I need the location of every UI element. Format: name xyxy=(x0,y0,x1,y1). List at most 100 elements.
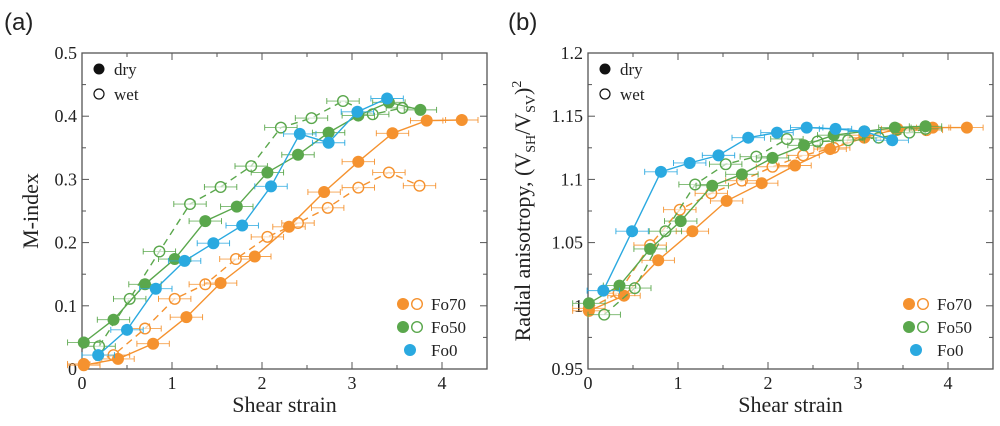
series-line xyxy=(83,101,421,344)
series-fo50-dry xyxy=(572,120,943,310)
data-point xyxy=(318,186,331,199)
data-point xyxy=(706,179,719,192)
data-point xyxy=(720,194,733,207)
data-point xyxy=(797,149,810,162)
data-point xyxy=(780,132,793,145)
data-point xyxy=(858,125,871,138)
data-point xyxy=(842,134,855,147)
legend-marker-filled xyxy=(404,344,416,356)
legend-label: dry xyxy=(114,60,137,79)
data-point xyxy=(597,284,610,297)
series-fo70-dry xyxy=(67,113,479,372)
data-point xyxy=(689,178,702,191)
data-point xyxy=(230,200,243,213)
legend-label: Fo50 xyxy=(937,318,972,337)
legend-label: Fo0 xyxy=(937,341,963,360)
data-point xyxy=(735,168,748,181)
legend-marker-filled xyxy=(397,298,409,310)
legend-label: Fo50 xyxy=(431,318,466,337)
x-tick-label: 3 xyxy=(348,373,357,393)
y-tick-label: 0.3 xyxy=(55,169,78,189)
legend-label: wet xyxy=(620,85,645,104)
data-point xyxy=(886,134,899,147)
y-axis-title: Radial anisotropy, (VSH/VSV)2 xyxy=(510,81,539,342)
data-point xyxy=(352,155,365,168)
series-fo50-wet xyxy=(587,122,943,321)
data-point xyxy=(352,181,365,194)
y-tick-label: 0.5 xyxy=(55,43,78,63)
legend-marker-filled xyxy=(910,344,922,356)
data-point xyxy=(683,156,696,169)
data-point xyxy=(829,122,842,135)
data-point xyxy=(798,139,810,152)
data-point xyxy=(659,225,672,238)
legend-marker-open xyxy=(411,298,424,311)
data-point xyxy=(214,180,227,193)
data-point xyxy=(261,166,274,179)
data-point xyxy=(386,127,399,140)
data-point xyxy=(77,336,90,349)
data-point xyxy=(149,282,162,295)
y-tick-label: 0.4 xyxy=(55,106,78,126)
series-fo0-dry xyxy=(81,92,404,362)
panel-label: (a) xyxy=(4,9,33,36)
data-point xyxy=(960,121,973,134)
data-point xyxy=(283,220,295,233)
data-point xyxy=(582,297,595,310)
plot-frame xyxy=(81,52,488,370)
data-point xyxy=(644,242,657,255)
legend-series: Fo70 Fo50 Fo0 xyxy=(903,295,972,360)
y-axis-title-prefix: Radial anisotropy, (V xyxy=(510,153,535,342)
data-point xyxy=(719,158,732,171)
data-point xyxy=(742,131,755,144)
series-fo70-wet xyxy=(67,166,437,370)
data-point xyxy=(112,352,124,365)
data-point xyxy=(771,126,783,139)
y-axis-title: M-index xyxy=(18,173,43,249)
data-point xyxy=(686,225,699,238)
legend-label: dry xyxy=(620,60,643,79)
data-point xyxy=(628,282,641,295)
legend-label: Fo70 xyxy=(431,295,466,314)
data-point xyxy=(92,349,105,362)
data-point xyxy=(919,120,932,133)
data-point xyxy=(178,254,191,267)
data-point xyxy=(229,253,242,266)
legend-condition: dry wet xyxy=(599,60,645,104)
x-axis-title: Shear strain xyxy=(738,392,842,417)
data-point xyxy=(121,323,133,336)
data-point xyxy=(214,277,227,290)
data-point xyxy=(168,253,181,266)
data-point xyxy=(180,311,193,324)
plot-frame xyxy=(587,52,994,370)
y-tick-label: 1.05 xyxy=(552,233,584,253)
legend-marker-open xyxy=(917,321,930,334)
data-point xyxy=(789,159,801,172)
series-line xyxy=(83,119,462,366)
data-point xyxy=(305,112,318,125)
x-tick-label: 3 xyxy=(854,373,863,393)
data-point xyxy=(292,148,304,161)
y-axis-title-mid: /V xyxy=(510,113,535,135)
y-tick-label: 1 xyxy=(574,296,583,316)
data-point xyxy=(652,254,665,267)
legend-marker-open xyxy=(411,321,424,334)
data-point xyxy=(322,136,335,149)
x-tick-label: 1 xyxy=(168,373,177,393)
data-point xyxy=(139,278,151,291)
x-tick-label: 2 xyxy=(258,373,267,393)
data-point xyxy=(321,201,334,214)
data-point xyxy=(673,203,686,216)
y-axis-title-sup: 2 xyxy=(510,81,525,88)
legend-marker-filled xyxy=(93,63,105,75)
data-point xyxy=(248,250,261,263)
data-point xyxy=(351,105,364,118)
data-point xyxy=(712,149,725,162)
x-tick-label: 4 xyxy=(438,373,447,393)
legend-marker-filled xyxy=(903,298,915,310)
data-point xyxy=(824,143,837,156)
data-point xyxy=(199,278,212,291)
series-fo70-dry xyxy=(572,121,984,317)
data-point xyxy=(755,177,768,190)
